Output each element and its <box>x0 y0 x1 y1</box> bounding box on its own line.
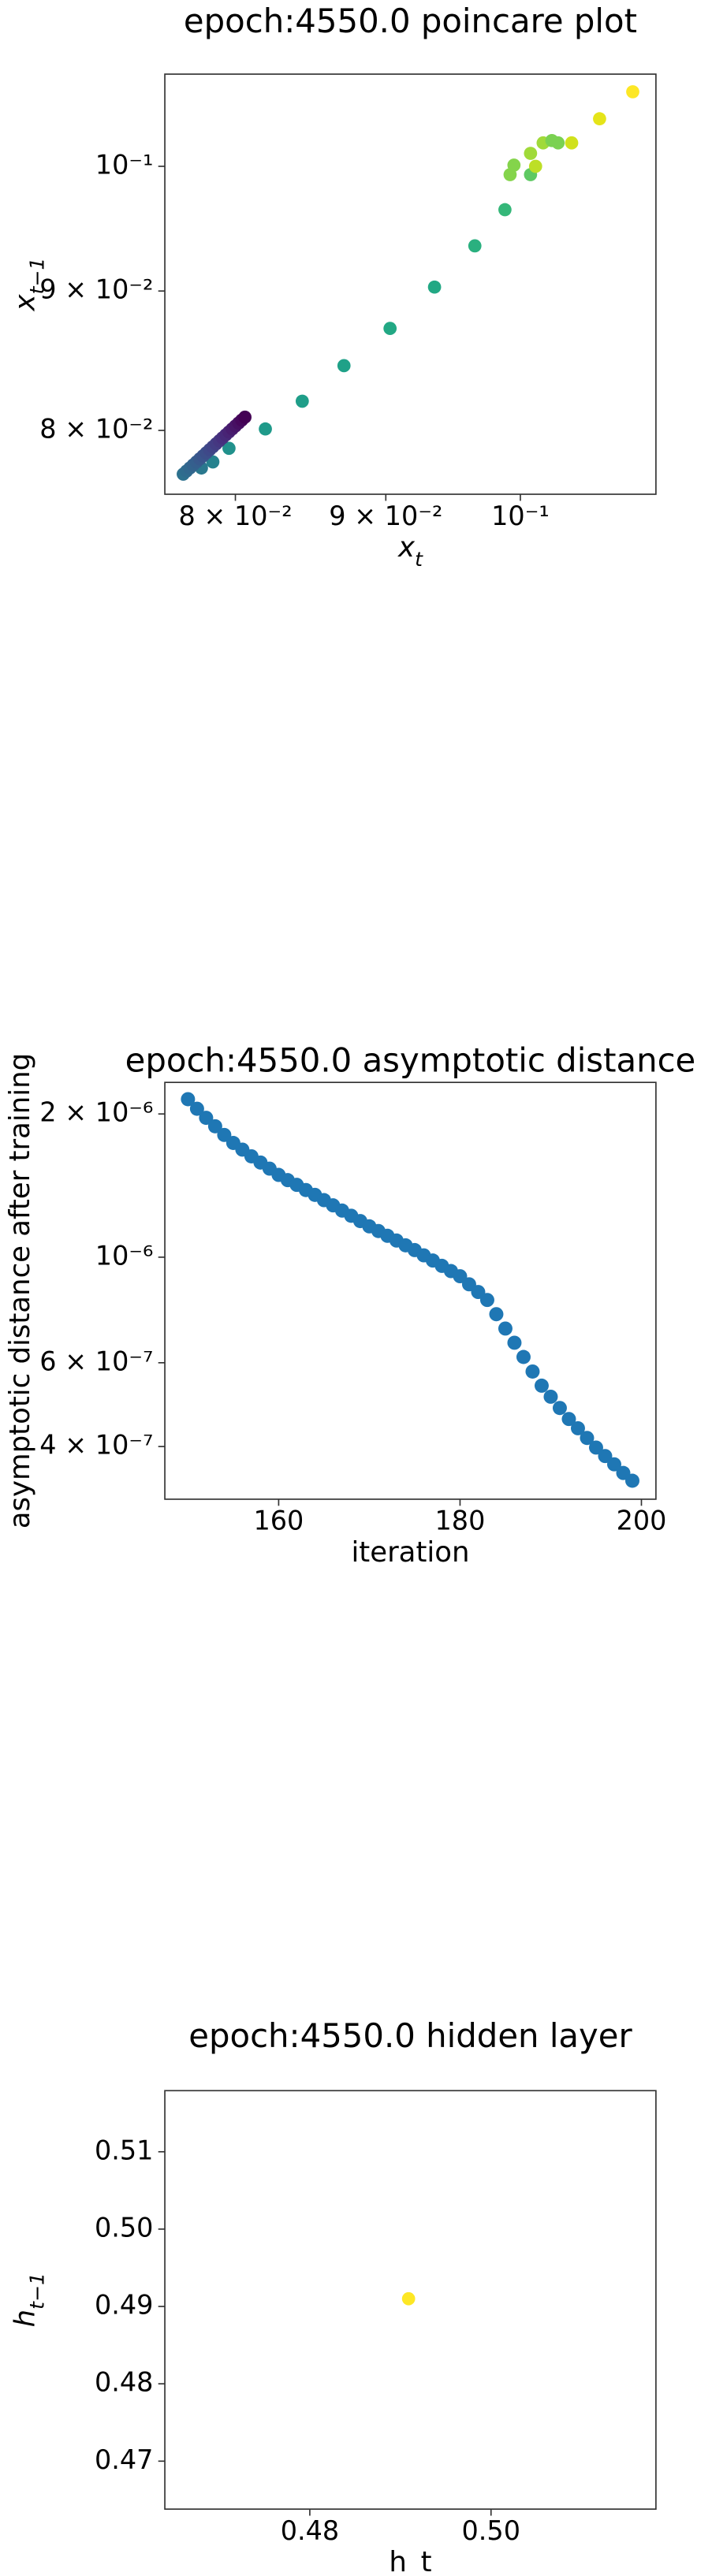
scatter-point <box>580 1431 595 1446</box>
y-tick-label: 0.50 <box>95 2212 153 2243</box>
x-tick-label: 180 <box>435 1506 486 1536</box>
scatter-point <box>507 158 521 172</box>
scatter-point <box>498 203 512 217</box>
x-tick-label: 200 <box>617 1506 667 1536</box>
scatter-point <box>453 1269 468 1284</box>
x-tick-label: 160 <box>253 1506 304 1536</box>
scatter-point <box>561 1412 576 1427</box>
scatter-point <box>217 1127 232 1142</box>
y-tick-label: 4 × 10⁻⁷ <box>39 1430 153 1461</box>
x-tick-label: 0.50 <box>462 2515 520 2546</box>
label-base: x <box>9 293 41 311</box>
scatter-point <box>337 359 351 373</box>
scatter-point <box>552 1401 567 1416</box>
scatter-point <box>238 410 252 424</box>
scatter-point <box>471 1285 486 1300</box>
plot-area <box>164 1081 657 1500</box>
label-subscript: t−1 <box>25 258 48 295</box>
scatter-point <box>570 1420 585 1435</box>
scatter-point <box>181 1092 196 1107</box>
scatter-point <box>551 136 565 150</box>
y-tick-label: 0.51 <box>95 2135 153 2165</box>
x-tick-label: 8 × 10⁻² <box>178 501 292 531</box>
scatter-point <box>295 394 309 408</box>
scatter-point <box>383 322 397 336</box>
scatter-point <box>534 1378 549 1393</box>
y-tick-label: 10⁻¹ <box>95 149 154 180</box>
scatter-point <box>626 85 639 99</box>
plot-area <box>164 73 657 495</box>
chart-title: epoch:4550.0 hidden layer <box>188 2016 632 2055</box>
chart-title: epoch:4550.0 poincare plot <box>184 2 637 40</box>
y-tick-label: 8 × 10⁻² <box>39 414 153 445</box>
x-tick-label: 10⁻¹ <box>491 501 550 531</box>
scatter-point <box>543 1389 558 1404</box>
x-axis-label: iteration <box>351 1536 469 1569</box>
y-tick-label: 9 × 10⁻² <box>39 274 153 305</box>
y-tick-label: 2 × 10⁻⁶ <box>39 1097 153 1128</box>
scatter-point <box>222 441 236 456</box>
x-tick-label: 9 × 10⁻² <box>329 501 442 531</box>
y-tick-label: 0.48 <box>95 2367 153 2398</box>
scatter-point <box>565 136 579 150</box>
x-tick-label: 0.48 <box>281 2515 339 2546</box>
label-base: h <box>9 2310 41 2328</box>
y-tick-label: 0.49 <box>95 2290 153 2321</box>
scatter-point <box>507 1335 522 1350</box>
scatter-point <box>189 1101 204 1116</box>
scatter-point <box>489 1307 504 1322</box>
scatter-point <box>606 1457 621 1472</box>
x-axis-label: xt <box>397 531 423 571</box>
y-tick-label: 10⁻⁶ <box>95 1240 154 1271</box>
scatter-point <box>588 1440 603 1455</box>
y-tick-label: 6 × 10⁻⁷ <box>39 1346 153 1376</box>
label-subscript: t−1 <box>25 2273 48 2310</box>
scatter-point <box>528 159 542 173</box>
scatter-point <box>479 1293 494 1308</box>
scatter-point <box>624 1473 639 1488</box>
scatter-point <box>598 1449 613 1464</box>
scatter-point <box>524 147 538 160</box>
y-axis-label: xt−1 <box>9 258 47 312</box>
y-axis-label: ht−1 <box>9 2273 48 2327</box>
label-subscript: t <box>415 547 423 570</box>
scatter-point <box>498 1321 513 1336</box>
x-axis-label: h_t <box>389 2546 431 2576</box>
scatter-point <box>207 1119 222 1134</box>
label-base: x <box>397 531 416 564</box>
scatter-point <box>427 280 442 294</box>
scatter-point <box>401 2291 416 2306</box>
scatter-point <box>525 1364 540 1379</box>
y-tick-label: 0.47 <box>95 2444 153 2475</box>
plot-area <box>164 2090 657 2510</box>
scatter-point <box>206 455 220 469</box>
chart-title: epoch:4550.0 asymptotic distance <box>125 1041 696 1080</box>
y-axis-label: asymptotic distance after training <box>4 1053 36 1528</box>
scatter-point <box>259 422 272 436</box>
scatter-point <box>593 112 606 126</box>
scatter-point <box>468 239 482 253</box>
scatter-point <box>199 1111 214 1126</box>
scatter-point <box>516 1349 531 1364</box>
